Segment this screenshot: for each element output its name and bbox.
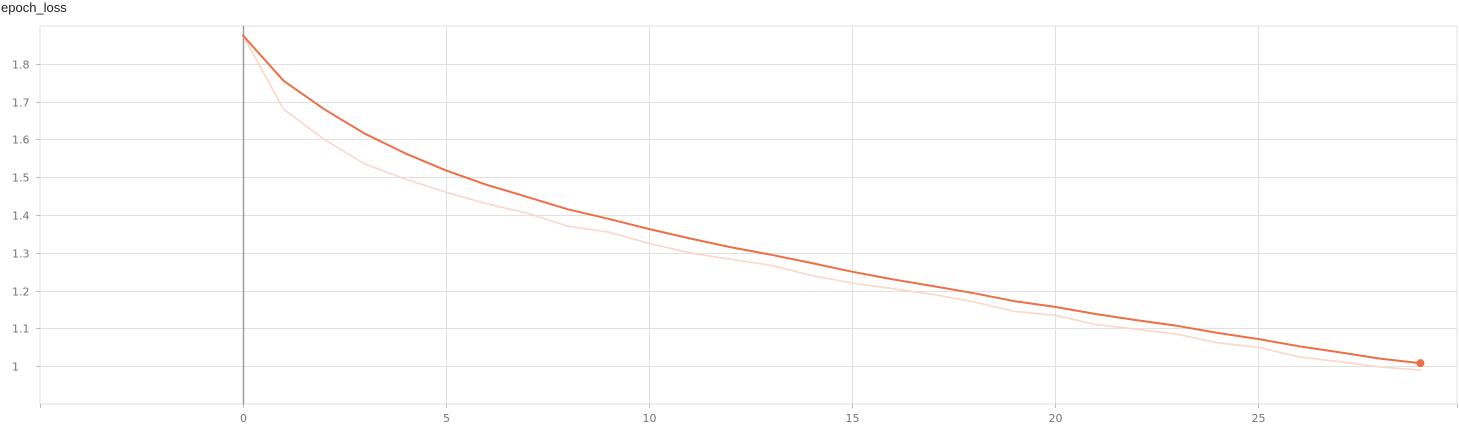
smoothed-series-line[interactable] — [242, 34, 1422, 365]
x-tick-label: 0 — [240, 412, 247, 425]
y-tick-label: 1.4 — [12, 210, 30, 223]
y-tick-label: 1.6 — [12, 134, 30, 147]
raw-series-line[interactable] — [242, 34, 1422, 371]
series-lines[interactable] — [242, 34, 1425, 371]
y-tick-label: 1 — [12, 361, 19, 374]
x-tick-label: 5 — [443, 412, 450, 425]
x-tick-label: 20 — [1049, 412, 1063, 425]
last-point-marker[interactable] — [1416, 359, 1425, 368]
y-tick-label: 1.7 — [12, 97, 30, 110]
y-tick-label: 1.3 — [12, 248, 30, 261]
tick-labels: 1 1.1 1.2 1.3 1.4 1.5 1.6 1.7 1.8 0 5 10 15 20 25 — [12, 59, 1266, 425]
x-tick-label: 10 — [643, 412, 657, 425]
x-tick-label: 25 — [1252, 412, 1266, 425]
y-tick-label: 1.1 — [12, 323, 30, 336]
y-tick-label: 1.2 — [12, 286, 30, 299]
x-tick-label: 15 — [846, 412, 860, 425]
y-tick-label: 1.8 — [12, 59, 30, 72]
chart-title: epoch_loss — [1, 0, 67, 15]
axes — [36, 26, 1458, 408]
grid — [39, 25, 1458, 405]
y-tick-label: 1.5 — [12, 172, 30, 185]
